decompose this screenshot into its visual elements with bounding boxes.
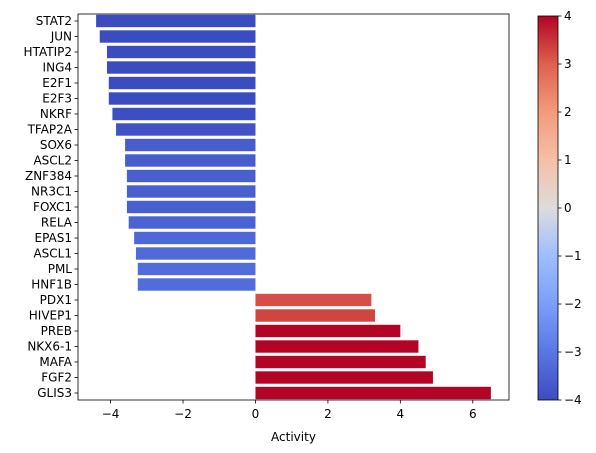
colorbar-tick-label: 4	[564, 9, 572, 23]
plot-frame	[77, 13, 510, 401]
bar-ascl1	[135, 247, 256, 260]
colorbar-tick-label: 2	[564, 105, 572, 119]
x-tick-label: −2	[174, 407, 192, 421]
bar-e2f1	[108, 76, 256, 90]
x-tick-label: −4	[102, 407, 120, 421]
category-label: RELA	[41, 216, 73, 230]
bar-mafa	[255, 355, 426, 369]
colorbar-tick-label: −2	[564, 297, 582, 311]
bar-e2f3	[108, 92, 256, 105]
bar-stat2	[96, 14, 256, 28]
bar-pml	[137, 262, 256, 276]
bars-group	[96, 14, 491, 400]
category-label: HTATIP2	[24, 45, 72, 59]
bar-nkx6-1	[255, 340, 419, 353]
x-axis-ticks: −4 −2 0 2 4 6	[102, 400, 477, 421]
bar-fgf2	[255, 371, 433, 384]
colorbar	[537, 15, 559, 401]
bar-jun	[99, 30, 256, 43]
category-label: NR3C1	[31, 185, 72, 199]
bar-hivep1	[255, 309, 375, 322]
category-label: NKX6-1	[27, 340, 72, 354]
category-label: ASCL1	[33, 247, 72, 261]
colorbar-tick-label: −1	[564, 249, 582, 263]
bar-preb	[255, 324, 401, 338]
colorbar-tick-label: 1	[564, 153, 572, 167]
category-label: E2F1	[42, 76, 72, 90]
colorbar-tick-label: 3	[564, 57, 572, 71]
bar-ing4	[106, 61, 256, 74]
colorbar-ticks: 4 3 2 1 0 −1 −2 −3 −4	[558, 9, 582, 407]
category-label: FOXC1	[33, 200, 72, 214]
bar-hnf1b	[137, 278, 256, 291]
category-label: EPAS1	[34, 231, 72, 245]
bar-sox6	[125, 138, 256, 152]
colorbar-tick-label: −3	[564, 345, 582, 359]
x-tick-label: 0	[252, 407, 260, 421]
category-label: NKRF	[40, 107, 72, 121]
category-label: SOX6	[40, 138, 72, 152]
category-label: GLIS3	[37, 386, 72, 400]
category-label: STAT2	[36, 14, 72, 28]
bar-glis3	[255, 386, 491, 400]
bar-rela	[128, 216, 256, 229]
x-tick-label: 2	[324, 407, 332, 421]
category-label: TFAP2A	[27, 123, 73, 137]
category-label: HIVEP1	[29, 309, 72, 323]
bar-epas1	[134, 231, 256, 245]
colorbar-tick-label: −4	[564, 393, 582, 407]
category-label: MAFA	[39, 355, 72, 369]
category-label: JUN	[50, 30, 72, 44]
category-label: PML	[48, 262, 73, 276]
bar-pdx1	[255, 293, 372, 307]
x-tick-label: 4	[397, 407, 405, 421]
category-label: ASCL2	[33, 154, 72, 168]
bar-htatip2	[106, 45, 256, 59]
bar-ascl2	[125, 154, 256, 167]
colorbar-tick-label: 0	[564, 201, 572, 215]
bar-foxc1	[126, 200, 256, 214]
category-label: ZNF384	[25, 169, 72, 183]
category-label: PDX1	[40, 293, 72, 307]
category-label: ING4	[43, 61, 72, 75]
category-label: HNF1B	[31, 278, 72, 292]
x-axis-title: Activity	[271, 430, 316, 444]
bar-znf384	[126, 169, 256, 183]
category-label: FGF2	[41, 371, 72, 385]
category-label: PREB	[41, 324, 72, 338]
bar-nkrf	[112, 107, 256, 121]
bar-nr3c1	[126, 185, 256, 198]
category-label: E2F3	[42, 92, 72, 106]
x-tick-label: 6	[469, 407, 477, 421]
bar-tfap2a	[116, 123, 256, 136]
